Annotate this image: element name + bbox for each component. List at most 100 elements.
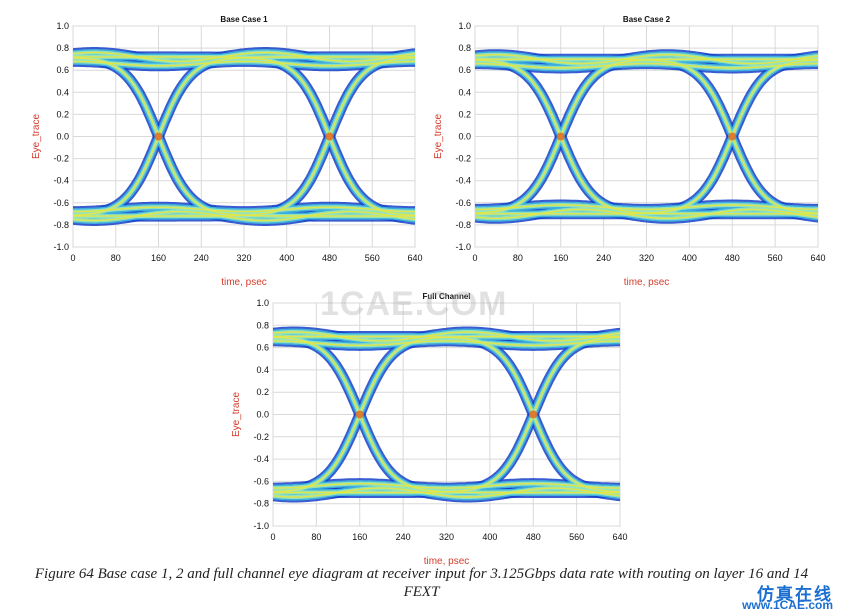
y-tick-label: 0.8 xyxy=(458,43,471,53)
crossing-point xyxy=(529,410,538,419)
eye-trace-path xyxy=(273,482,620,489)
y-tick-label: 0.2 xyxy=(256,387,269,397)
caption-line-2: FEXT xyxy=(403,584,440,600)
eye-traces xyxy=(273,326,620,503)
eye-trace-path xyxy=(73,51,415,63)
x-tick-label: 0 xyxy=(70,253,75,263)
x-axis-label: time, psec xyxy=(624,277,670,288)
chart-title: Base Case 1 xyxy=(220,15,268,24)
eye-trace-path xyxy=(273,331,620,342)
x-tick-label: 160 xyxy=(151,253,166,263)
eye-trace-path xyxy=(73,210,415,222)
y-tick-label: -0.6 xyxy=(53,198,69,208)
x-tick-label: 560 xyxy=(365,253,380,263)
eye-trace-path xyxy=(73,206,415,213)
x-tick-label: 320 xyxy=(236,253,251,263)
x-tick-label: 240 xyxy=(194,253,209,263)
x-tick-label: 400 xyxy=(482,532,497,542)
y-tick-label: -0.2 xyxy=(53,154,69,164)
site-watermark-url: www.1CAE.com xyxy=(742,598,833,612)
eye-trace-path xyxy=(273,335,620,493)
x-tick-label: 640 xyxy=(407,253,422,263)
x-tick-label: 400 xyxy=(682,253,697,263)
eye-traces xyxy=(73,47,415,226)
y-tick-label: -0.6 xyxy=(455,198,471,208)
x-axis-label: time, psec xyxy=(424,556,470,567)
y-tick-label: -0.8 xyxy=(253,499,269,509)
y-tick-label: 0.6 xyxy=(56,65,69,75)
y-tick-label: -0.2 xyxy=(253,432,269,442)
caption-line-1: Figure 64 Base case 1, 2 and full channe… xyxy=(34,566,809,582)
x-tick-label: 80 xyxy=(311,532,321,542)
x-tick-label: 80 xyxy=(111,253,121,263)
y-tick-label: 0.4 xyxy=(458,87,471,97)
eye-trace-path xyxy=(475,58,818,214)
eye-trace-path xyxy=(73,56,415,217)
chart-title: Full Channel xyxy=(423,292,471,301)
x-tick-label: 480 xyxy=(322,253,337,263)
y-tick-label: -0.6 xyxy=(253,476,269,486)
eye-trace-path xyxy=(475,62,818,69)
eye-trace-path xyxy=(475,204,818,211)
y-tick-label: 0.4 xyxy=(56,87,69,97)
y-tick-label: -0.4 xyxy=(455,176,471,186)
y-tick-label: 0.4 xyxy=(256,365,269,375)
eye-trace-path xyxy=(73,56,415,217)
site-watermark: 仿真在线 www.1CAE.com xyxy=(704,580,839,612)
x-tick-label: 560 xyxy=(768,253,783,263)
y-tick-label: 0.2 xyxy=(458,109,471,119)
eye-trace-path xyxy=(475,208,818,219)
y-axis-label: Eye_trace xyxy=(433,114,444,159)
y-tick-label: 0.6 xyxy=(256,343,269,353)
y-tick-label: 0.0 xyxy=(256,410,269,420)
x-tick-label: 400 xyxy=(279,253,294,263)
eye-trace-path xyxy=(475,54,818,65)
eye-chart-2: 0 80 160 240 320 400 480 560 640 -1.0 -0.8 -0.6 -0.4… xyxy=(433,15,826,288)
y-tick-label: -1.0 xyxy=(455,242,471,252)
crossing-point xyxy=(728,132,737,141)
y-tick-label: 0.0 xyxy=(458,132,471,142)
eye-trace-path xyxy=(273,336,620,494)
x-tick-label: 160 xyxy=(352,532,367,542)
y-tick-label: 1.0 xyxy=(256,298,269,308)
crossing-point xyxy=(556,132,565,141)
x-tick-label: 0 xyxy=(472,253,477,263)
x-tick-label: 0 xyxy=(270,532,275,542)
eye-trace-path xyxy=(73,60,415,67)
eye-traces xyxy=(475,49,818,224)
y-tick-label: -0.4 xyxy=(53,176,69,186)
y-tick-label: -0.8 xyxy=(455,220,471,230)
y-tick-label: -0.4 xyxy=(253,454,269,464)
x-tick-label: 240 xyxy=(596,253,611,263)
x-tick-label: 160 xyxy=(553,253,568,263)
eye-trace-path xyxy=(273,340,620,347)
x-tick-label: 640 xyxy=(810,253,825,263)
y-tick-label: 0.8 xyxy=(256,320,269,330)
eye-trace-path xyxy=(475,59,818,215)
x-tick-label: 480 xyxy=(725,253,740,263)
y-tick-label: 1.0 xyxy=(458,21,471,31)
eye-chart-3: 0 80 160 240 320 400 480 560 640 -1.0 -0.8 -0.6 -0.4… xyxy=(231,292,628,567)
crossing-point xyxy=(355,410,364,419)
x-tick-label: 80 xyxy=(513,253,523,263)
y-tick-label: -1.0 xyxy=(253,521,269,531)
x-tick-label: 560 xyxy=(569,532,584,542)
crossing-point xyxy=(154,132,163,141)
site-watermark-chinese: 仿真在线 xyxy=(757,585,833,605)
y-tick-label: 0.6 xyxy=(458,65,471,75)
x-tick-label: 240 xyxy=(396,532,411,542)
center-watermark-text: 1CAE.COM xyxy=(320,285,508,323)
x-tick-label: 640 xyxy=(612,532,627,542)
y-axis-label: Eye_trace xyxy=(31,114,42,159)
chart-title: Base Case 2 xyxy=(623,15,671,24)
y-axis-label: Eye_trace xyxy=(231,392,242,437)
eye-chart-1: 0 80 160 240 320 400 480 560 640 -1.0 -0.8 -0.6 -0.4… xyxy=(31,15,423,288)
y-tick-label: -0.8 xyxy=(53,220,69,230)
y-tick-label: 1.0 xyxy=(56,21,69,31)
y-tick-label: -1.0 xyxy=(53,242,69,252)
x-tick-label: 320 xyxy=(439,532,454,542)
y-tick-label: 0.0 xyxy=(56,132,69,142)
figure-caption: Figure 64 Base case 1, 2 and full channe… xyxy=(0,565,843,601)
y-tick-label: 0.8 xyxy=(56,43,69,53)
